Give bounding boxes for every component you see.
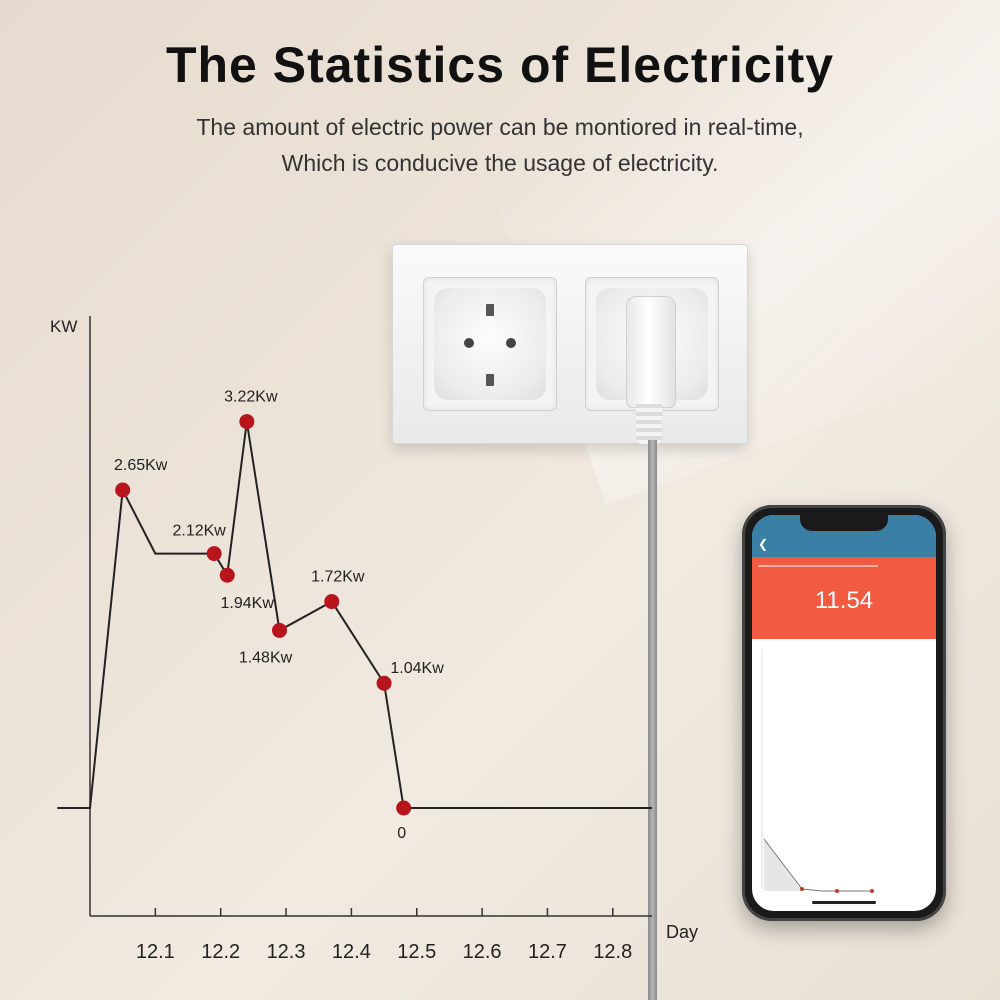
x-tick-label: 12.3: [267, 941, 306, 963]
power-series-line: [57, 421, 652, 809]
phone-mini-chart: [761, 649, 874, 893]
x-tick-label: 12.8: [593, 941, 632, 963]
x-axis-label: Day: [666, 922, 698, 942]
data-point: [272, 622, 288, 638]
x-tick-label: 12.6: [463, 941, 502, 963]
data-label: 1.94Kw: [221, 595, 275, 612]
x-tick-label: 12.4: [332, 941, 371, 963]
page-title: The Statistics of Electricity: [165, 37, 835, 93]
data-point: [239, 414, 255, 430]
smartphone: ❮ 11.54: [742, 505, 946, 921]
subtitle-line-2: Which is conducive the usage of electric…: [281, 150, 719, 176]
data-label: 2.65Kw: [114, 457, 168, 474]
data-point: [376, 675, 392, 691]
data-label: 0: [397, 825, 406, 842]
app-reading-banner: [752, 557, 936, 639]
plug-strain-relief: [636, 404, 662, 444]
data-label: 1.48Kw: [239, 649, 293, 666]
data-label: 3.22Kw: [224, 389, 278, 406]
x-tick-label: 12.1: [136, 941, 175, 963]
back-arrow-icon[interactable]: ❮: [758, 537, 769, 551]
data-points: 2.65Kw 2.12Kw 1.94Kw 3.22Kw 1.48Kw 1.72Kw 1.04…: [114, 389, 444, 842]
phone-notch: [800, 515, 888, 531]
data-point: [324, 594, 340, 610]
power-cable: [648, 440, 657, 1000]
power-reading-value: 11.54: [814, 587, 874, 614]
data-label: 2.12Kw: [172, 523, 226, 540]
x-tick-label: 12.5: [397, 941, 436, 963]
x-tick-label: 12.7: [528, 941, 567, 963]
data-point: [206, 546, 222, 562]
y-axis-label: KW: [50, 317, 77, 336]
data-label: 1.72Kw: [311, 569, 365, 586]
data-point: [219, 567, 235, 583]
chart-axes: [89, 316, 652, 917]
home-indicator: [812, 901, 876, 904]
wall-socket-plate: [392, 244, 748, 444]
data-point: [115, 482, 131, 498]
x-tick-label: 12.2: [201, 941, 240, 963]
smart-plug: [626, 296, 676, 408]
phone-screen: ❮ 11.54: [752, 515, 936, 911]
data-point: [396, 800, 412, 816]
subtitle-line-1: The amount of electric power can be mont…: [196, 114, 804, 140]
x-ticks: 12.1 12.2 12.3 12.4 12.5 12.6 12.7 12.8: [136, 908, 632, 963]
empty-socket: [423, 277, 557, 411]
data-label: 1.04Kw: [390, 660, 444, 677]
